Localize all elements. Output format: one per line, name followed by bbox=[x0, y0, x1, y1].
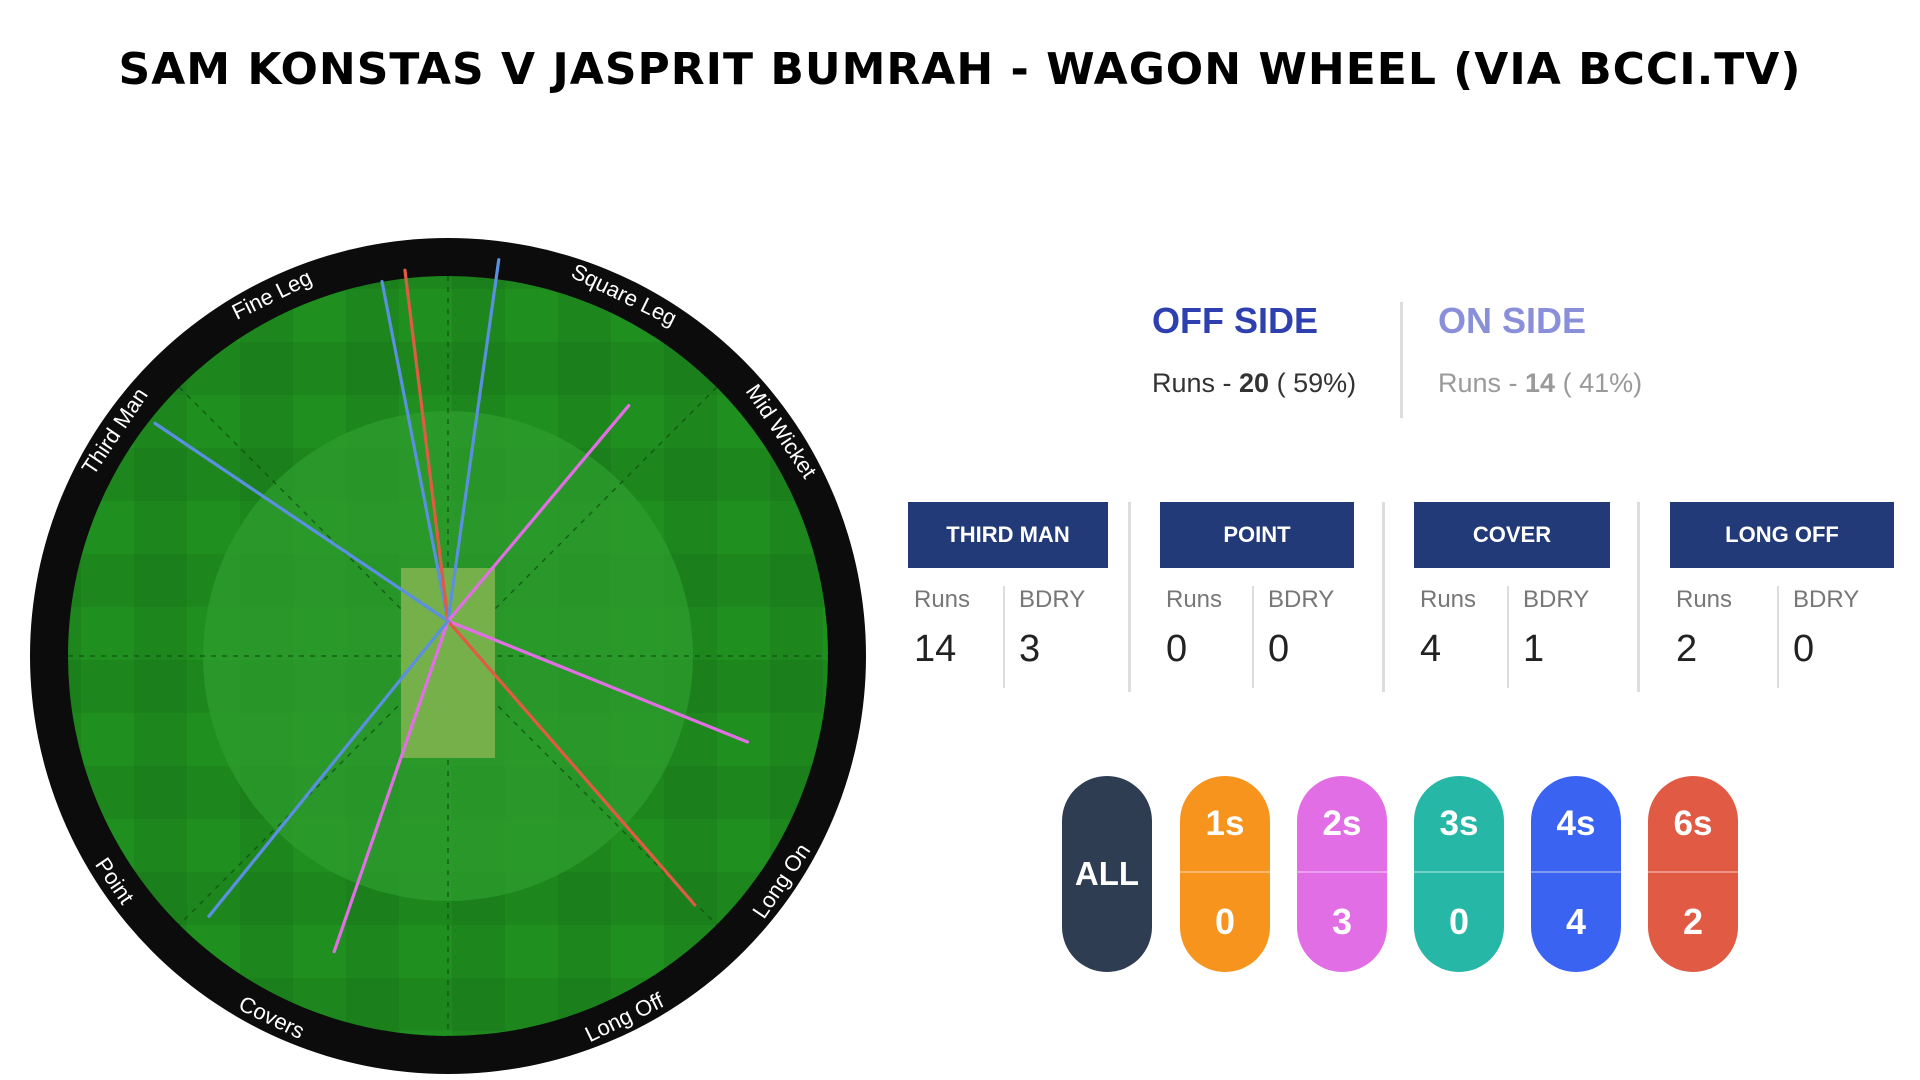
shot-line-4s bbox=[153, 421, 450, 623]
filter-6s-button[interactable]: 6s 2 bbox=[1648, 776, 1738, 972]
zone-third-man-bdry: 3 bbox=[1019, 628, 1041, 670]
pill-divider bbox=[1648, 871, 1738, 873]
zone-bdry-label: BDRY bbox=[1268, 586, 1335, 613]
zone-third-man-header: THIRD MAN bbox=[908, 502, 1108, 568]
filter-3s-button[interactable]: 3s 0 bbox=[1414, 776, 1504, 972]
shot-line-2s bbox=[446, 619, 750, 744]
zone-bdry-label: BDRY bbox=[1793, 586, 1860, 613]
off-side-label: OFF SIDE bbox=[1152, 300, 1319, 341]
on-side-runs-pct: ( 41%) bbox=[1555, 368, 1643, 398]
zone-cover: COVER Runs 4 BDRY 1 bbox=[1414, 502, 1610, 688]
filter-3s-count: 0 bbox=[1448, 901, 1470, 942]
filter-4s-count: 4 bbox=[1565, 901, 1587, 942]
filter-2s-count: 3 bbox=[1331, 901, 1353, 942]
zone-bdry-label: BDRY bbox=[1523, 586, 1590, 613]
pill-divider bbox=[1531, 871, 1621, 873]
filter-2s-label: 2s bbox=[1322, 804, 1362, 843]
zone-runs-label: Runs bbox=[1166, 586, 1223, 613]
zone-divider bbox=[1637, 502, 1640, 692]
filter-1s-button[interactable]: 1s 0 bbox=[1180, 776, 1270, 972]
off-side-runs: Runs - 20 ( 59%) bbox=[1152, 368, 1356, 399]
filter-4s-label: 4s bbox=[1556, 804, 1596, 843]
off-side-runs-prefix: Runs - bbox=[1152, 368, 1240, 398]
side-divider bbox=[1400, 302, 1403, 418]
filter-all-label: ALL bbox=[1074, 855, 1140, 892]
filter-3s-label: 3s bbox=[1439, 804, 1479, 843]
off-side-runs-pct: ( 59%) bbox=[1269, 368, 1357, 398]
zone-point-header: POINT bbox=[1160, 502, 1354, 568]
filter-6s-label: 6s bbox=[1673, 804, 1713, 843]
on-side-runs-prefix: Runs - bbox=[1438, 368, 1526, 398]
zone-long-off-bdry: 0 bbox=[1793, 628, 1815, 670]
on-side-runs: Runs - 14 ( 41%) bbox=[1438, 368, 1642, 399]
zone-runs-label: Runs bbox=[914, 586, 971, 613]
zone-bdry-label: BDRY bbox=[1019, 586, 1086, 613]
shot-line-6s bbox=[403, 268, 450, 623]
page-title: SAM KONSTAS V JASPRIT BUMRAH - WAGON WHE… bbox=[118, 44, 1802, 95]
shot-line-4s bbox=[380, 279, 450, 623]
off-side-summary: OFF SIDE Runs - 20 ( 59%) bbox=[1152, 300, 1356, 399]
on-side-summary: ON SIDE Runs - 14 ( 41%) bbox=[1438, 300, 1642, 399]
pill-divider bbox=[1414, 871, 1504, 873]
filter-1s-label: 1s bbox=[1205, 804, 1245, 843]
filter-2s-button[interactable]: 2s 3 bbox=[1297, 776, 1387, 972]
shot-line-4s bbox=[207, 619, 450, 918]
filter-1s-count: 0 bbox=[1214, 901, 1236, 942]
zone-long-off-header: LONG OFF bbox=[1670, 502, 1894, 568]
filter-4s-button[interactable]: 4s 4 bbox=[1531, 776, 1621, 972]
shot-line-6s bbox=[446, 619, 697, 907]
filter-all-button[interactable]: ALL bbox=[1062, 776, 1152, 972]
zone-cover-runs: 4 bbox=[1420, 628, 1442, 670]
zone-point-runs: 0 bbox=[1166, 628, 1188, 670]
shot-line-4s bbox=[446, 258, 501, 623]
pill-divider bbox=[1180, 871, 1270, 873]
on-side-label: ON SIDE bbox=[1438, 300, 1587, 341]
filter-6s-count: 2 bbox=[1682, 901, 1704, 942]
shot-line-2s bbox=[446, 403, 631, 623]
zone-runs-label: Runs bbox=[1676, 586, 1733, 613]
zone-divider bbox=[1382, 502, 1385, 692]
zone-third-man: THIRD MAN Runs 14 BDRY 3 bbox=[908, 502, 1108, 688]
zone-point-bdry: 0 bbox=[1268, 628, 1290, 670]
shot-line-2s bbox=[332, 619, 450, 954]
zone-long-off-runs: 2 bbox=[1676, 628, 1698, 670]
pill-divider bbox=[1297, 871, 1387, 873]
on-side-runs-value: 14 bbox=[1525, 368, 1556, 398]
zone-third-man-runs: 14 bbox=[914, 628, 957, 670]
off-side-runs-value: 20 bbox=[1239, 368, 1270, 398]
zone-long-off: LONG OFF Runs 2 BDRY 0 bbox=[1670, 502, 1894, 688]
zone-point: POINT Runs 0 BDRY 0 bbox=[1160, 502, 1354, 688]
zone-runs-label: Runs bbox=[1420, 586, 1477, 613]
zone-cover-header: COVER bbox=[1414, 502, 1610, 568]
zone-cover-bdry: 1 bbox=[1523, 628, 1545, 670]
zone-divider bbox=[1128, 502, 1131, 692]
